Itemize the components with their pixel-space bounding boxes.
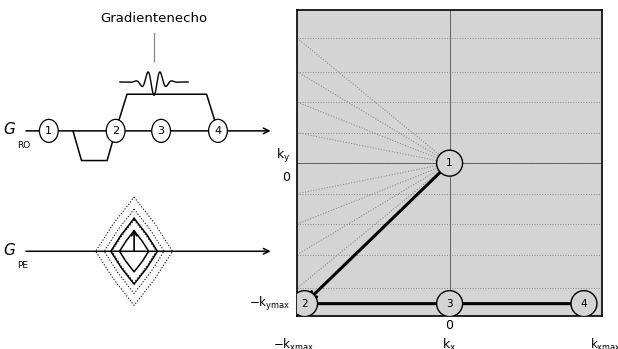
Circle shape <box>152 119 171 142</box>
Circle shape <box>292 291 318 317</box>
Circle shape <box>209 119 227 142</box>
Text: 1: 1 <box>446 158 453 168</box>
Text: Gradientenecho: Gradientenecho <box>101 12 208 25</box>
Text: k$_\mathregular{x}$: k$_\mathregular{x}$ <box>442 337 457 349</box>
Text: $G$: $G$ <box>3 121 16 137</box>
Circle shape <box>40 119 58 142</box>
Text: 3: 3 <box>446 299 453 309</box>
Text: $-$k$_\mathregular{xmax}$: $-$k$_\mathregular{xmax}$ <box>273 337 314 349</box>
Circle shape <box>106 119 125 142</box>
Text: PE: PE <box>17 261 28 270</box>
Circle shape <box>436 150 463 176</box>
Text: 3: 3 <box>158 126 164 136</box>
Circle shape <box>571 291 597 317</box>
Text: 2: 2 <box>112 126 119 136</box>
Text: 1: 1 <box>45 126 53 136</box>
Text: 4: 4 <box>581 299 587 309</box>
Text: 0: 0 <box>446 319 454 332</box>
Text: k$_\mathregular{y}$: k$_\mathregular{y}$ <box>276 147 290 165</box>
Text: $-$k$_\mathregular{ymax}$: $-$k$_\mathregular{ymax}$ <box>249 295 290 313</box>
Text: RO: RO <box>17 141 30 150</box>
Circle shape <box>436 291 463 317</box>
Text: 0: 0 <box>282 171 290 184</box>
Text: k$_\mathregular{xmax}$: k$_\mathregular{xmax}$ <box>590 337 618 349</box>
Text: 4: 4 <box>214 126 221 136</box>
Text: 2: 2 <box>301 299 308 309</box>
Text: $G$: $G$ <box>3 242 16 258</box>
